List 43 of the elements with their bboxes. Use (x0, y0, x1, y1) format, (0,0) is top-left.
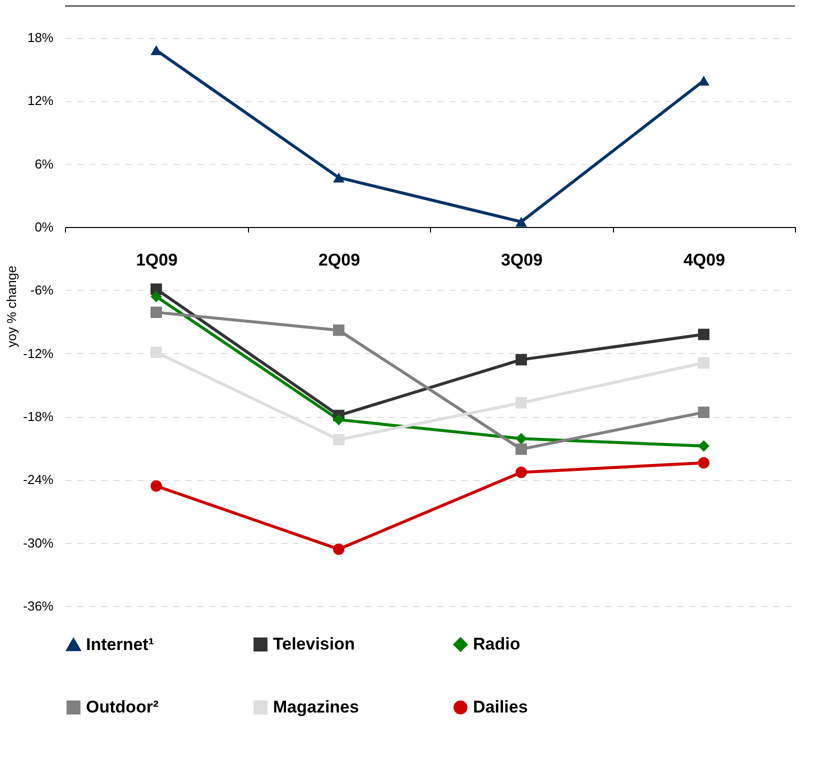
y-tick-label: 0% (34, 220, 54, 235)
y-tick-label: -36% (23, 598, 54, 614)
point (516, 397, 527, 409)
y-axis-title: yoy % change (4, 266, 20, 348)
y-tick-label: -30% (23, 535, 54, 550)
y-tick-label: -18% (23, 409, 54, 424)
x-tick-label: 2Q09 (318, 250, 360, 270)
x-tick-label: 3Q09 (500, 250, 543, 270)
point (333, 414, 344, 426)
x-tick-label: 4Q09 (683, 250, 726, 270)
point (333, 324, 344, 336)
point (150, 290, 162, 302)
x-tick-label: 1Q09 (136, 250, 178, 270)
point (698, 440, 710, 452)
point (150, 306, 162, 318)
y-tick-label: -6% (30, 282, 54, 298)
legend-label: Outdoor² (86, 698, 160, 716)
y-tick-label: 6% (34, 156, 54, 172)
point (333, 434, 344, 446)
point (698, 357, 710, 369)
legend-label: Television (273, 634, 355, 654)
point (698, 457, 710, 469)
legend-label: Dailies (473, 698, 528, 716)
point (516, 432, 527, 444)
point (698, 76, 710, 86)
legend-label: Magazines (273, 698, 359, 716)
y-tick-label: -12% (23, 346, 54, 361)
point (516, 216, 527, 227)
point (150, 346, 162, 358)
point (698, 406, 710, 418)
point (333, 172, 344, 183)
point (150, 480, 162, 492)
point (333, 543, 344, 555)
point (516, 354, 527, 366)
y-tick-label: 18% (27, 30, 54, 46)
y-tick-label: -24% (23, 472, 54, 488)
y-tick-label: 12% (27, 93, 54, 108)
legend-label: Internet¹ (86, 634, 154, 654)
point (516, 466, 527, 478)
legend-label: Radio (473, 634, 520, 654)
point (516, 443, 527, 455)
point (698, 328, 710, 340)
point (150, 45, 162, 56)
